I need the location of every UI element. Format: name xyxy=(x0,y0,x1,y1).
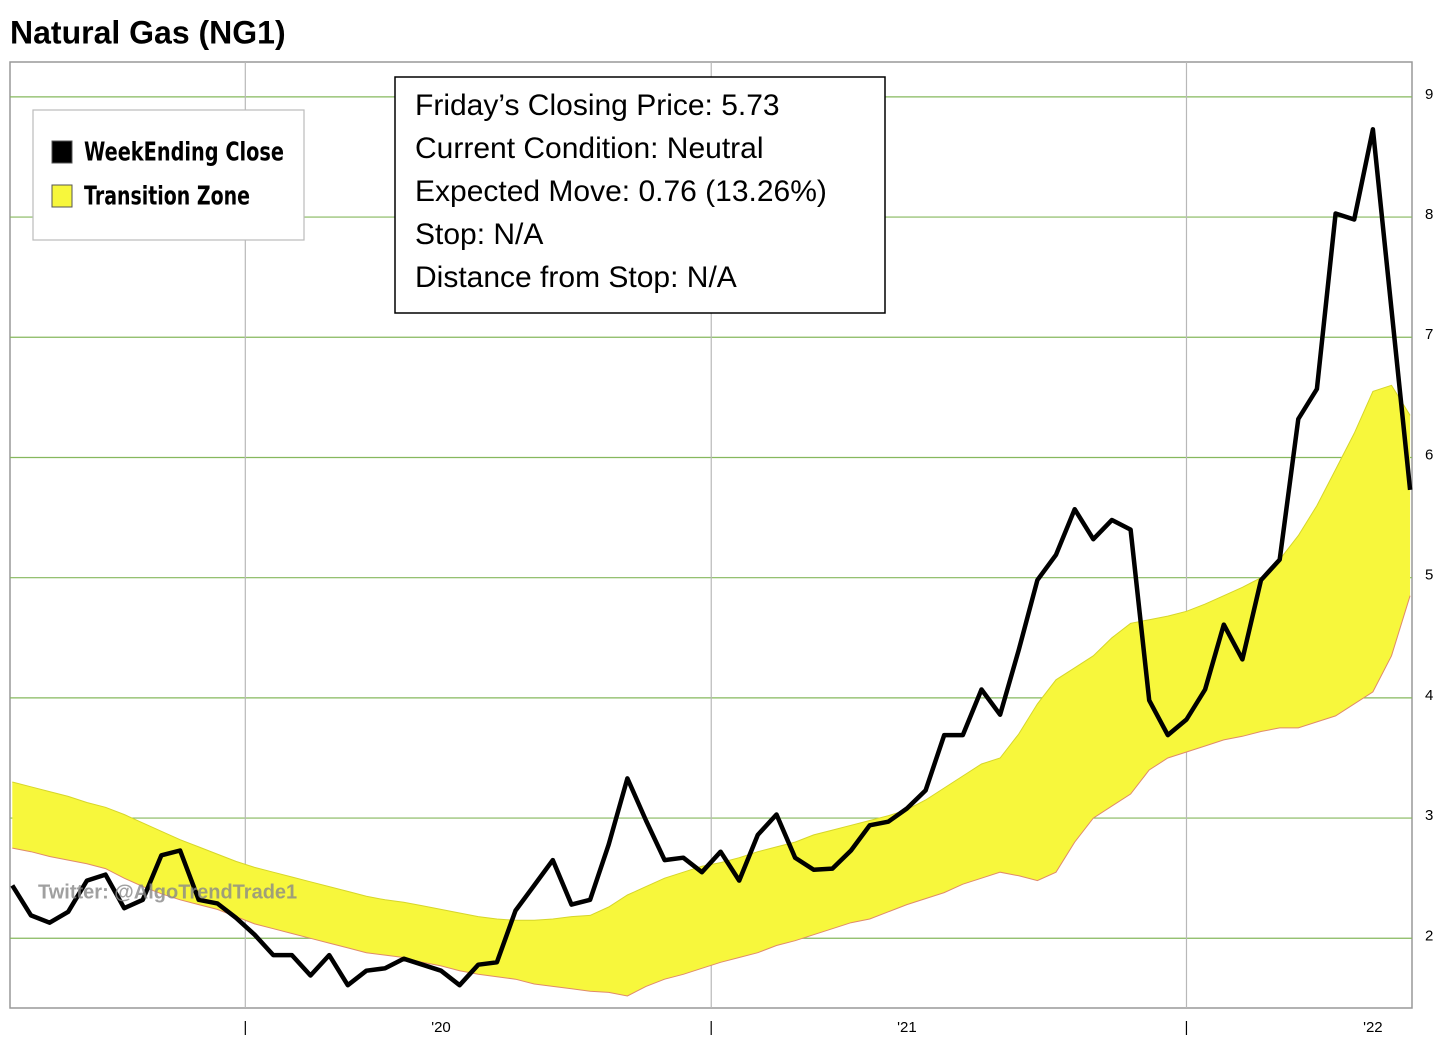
zone-lower-edge xyxy=(12,595,1411,997)
x-tick-label: '20 xyxy=(431,1019,451,1036)
annotation-frame xyxy=(394,76,886,314)
chart-title: Natural Gas (NG1) xyxy=(10,14,286,50)
y-tick-label: 7 xyxy=(1425,326,1433,343)
y-tick-label: 4 xyxy=(1425,687,1433,704)
annotation-line: Stop: N/A xyxy=(415,218,543,251)
y-tick-label: 6 xyxy=(1425,446,1433,463)
watermark: Twitter: @AlgoTrendTrade1 xyxy=(38,881,297,903)
legend: WeekEnding Close Transition Zone xyxy=(32,109,305,241)
y-tick-label: 2 xyxy=(1425,927,1433,944)
x-tick-label: '21 xyxy=(897,1019,917,1036)
annotation-line: Distance from Stop: N/A xyxy=(415,261,737,294)
annotation-line: Current Condition: Neutral xyxy=(415,132,764,165)
legend-swatch xyxy=(51,140,73,164)
legend-label: WeekEnding Close xyxy=(84,138,284,168)
annotation-line: Expected Move: 0.76 (13.26%) xyxy=(415,175,827,208)
annotation-line: Friday’s Closing Price: 5.73 xyxy=(415,89,780,122)
x-tick-label: | xyxy=(709,1019,713,1036)
legend-label: Transition Zone xyxy=(84,182,250,212)
legend-box xyxy=(32,109,305,241)
x-tick-label: '22 xyxy=(1363,1019,1383,1036)
x-tick-label: | xyxy=(1185,1019,1189,1036)
marks xyxy=(10,127,1413,997)
x-tick-label: | xyxy=(243,1019,247,1036)
annotation-box: Friday’s Closing Price: 5.73 Current Cond… xyxy=(394,76,886,314)
close-line xyxy=(10,127,1413,988)
y-tick-label: 9 xyxy=(1425,86,1433,103)
y-tick-label: 8 xyxy=(1425,206,1433,223)
y-tick-label: 3 xyxy=(1425,807,1433,824)
transition-zone xyxy=(12,385,1411,996)
legend-swatch xyxy=(51,184,73,208)
y-tick-label: 5 xyxy=(1425,567,1433,584)
